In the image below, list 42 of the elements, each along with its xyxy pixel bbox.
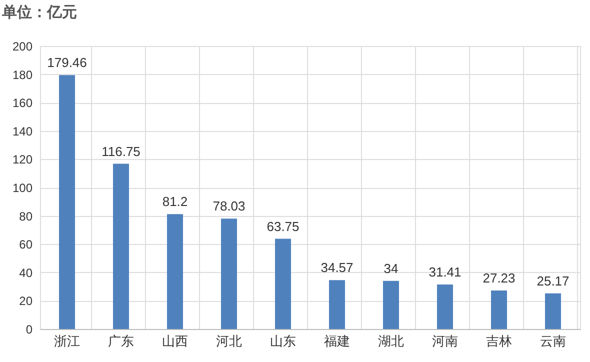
x-tick-label: 河北 — [216, 334, 242, 348]
y-tick-label: 20 — [19, 294, 33, 308]
y-tick-label: 140 — [12, 124, 33, 138]
bar — [545, 293, 561, 329]
y-tick-label: 60 — [19, 238, 33, 252]
bar — [113, 164, 129, 329]
y-tick-label: 100 — [12, 181, 33, 195]
data-label: 179.46 — [47, 55, 87, 70]
x-tick-label: 山东 — [270, 334, 296, 348]
bar — [275, 238, 291, 329]
x-tick-label: 湖北 — [378, 334, 404, 348]
y-tick-label: 80 — [19, 209, 33, 224]
data-label: 63.75 — [266, 218, 300, 234]
x-tick-label: 福建 — [324, 334, 350, 348]
data-label: 34 — [384, 260, 398, 276]
bar — [167, 214, 183, 329]
data-label: 27.23 — [482, 270, 516, 286]
data-label: 81.2 — [162, 194, 188, 210]
bar — [221, 218, 237, 329]
y-tick-label: 120 — [12, 152, 33, 167]
bar — [59, 75, 75, 329]
y-tick-label: 0 — [26, 322, 33, 336]
bar — [329, 280, 345, 329]
data-label: 78.03 — [212, 198, 246, 214]
data-label: 31.41 — [428, 264, 462, 280]
data-label: 25.17 — [536, 273, 570, 288]
x-tick-label: 广东 — [108, 334, 134, 348]
bar — [437, 284, 453, 329]
chart-title: 单位：亿元 — [1, 4, 77, 21]
x-tick-label: 浙江 — [54, 334, 80, 348]
y-tick-label: 180 — [12, 68, 33, 82]
bar — [383, 280, 399, 329]
y-tick-label: 40 — [19, 266, 33, 280]
x-tick-label: 云南 — [540, 334, 566, 348]
bar — [491, 290, 507, 329]
y-tick-label: 200 — [12, 40, 33, 54]
x-tick-label: 河南 — [432, 334, 458, 348]
data-label: 34.57 — [320, 260, 354, 276]
x-tick-label: 吉林 — [486, 334, 512, 348]
x-tick-label: 山西 — [162, 334, 188, 348]
y-tick-label: 160 — [12, 96, 33, 110]
data-label: 116.75 — [102, 144, 140, 159]
